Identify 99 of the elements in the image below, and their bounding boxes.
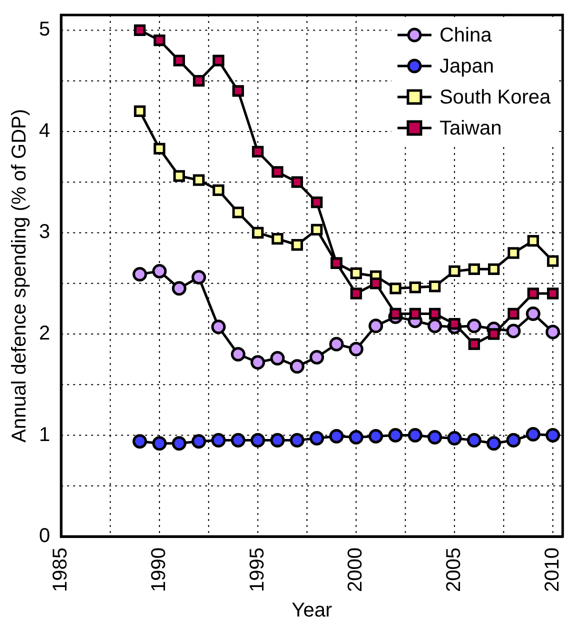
point [506, 433, 521, 448]
point [546, 288, 559, 300]
point [526, 306, 540, 321]
point [152, 264, 167, 278]
point [390, 282, 402, 294]
point [252, 146, 264, 158]
point [291, 239, 303, 251]
point [447, 431, 462, 446]
point [212, 184, 224, 196]
point [468, 338, 480, 350]
x-tick-label: 1985 [50, 548, 72, 592]
point [134, 105, 146, 118]
point [132, 434, 148, 449]
point [428, 430, 442, 445]
point [310, 431, 324, 446]
point [211, 433, 226, 448]
point [486, 436, 502, 451]
point [230, 433, 246, 448]
point [272, 166, 284, 178]
point [212, 54, 224, 66]
x-tick-label: 2000 [344, 548, 367, 592]
point [370, 278, 382, 290]
point [368, 429, 384, 444]
point [250, 355, 266, 370]
point [152, 436, 167, 451]
point [230, 346, 246, 362]
point [506, 324, 521, 338]
point [134, 24, 146, 36]
point [409, 282, 421, 294]
point [291, 176, 303, 188]
point [390, 308, 402, 320]
point [546, 255, 559, 267]
point [348, 342, 364, 356]
point [408, 428, 422, 442]
legend-label: China [439, 24, 493, 47]
legend-label: Taiwan [439, 118, 502, 140]
point [290, 359, 304, 374]
point [527, 288, 539, 300]
legend-label: South Korea [439, 86, 552, 109]
point [272, 232, 284, 245]
x-axis-title: Year [292, 600, 332, 622]
y-axis-title: Annual defence spending (% of GDP) [8, 108, 31, 443]
point [173, 54, 185, 66]
point [310, 350, 324, 365]
point [211, 320, 226, 334]
y-tick-label: 1 [39, 424, 50, 446]
point [508, 308, 520, 320]
point [290, 433, 304, 448]
y-tick-label: 4 [39, 120, 50, 142]
y-tick-label: 0 [39, 525, 50, 548]
point [252, 226, 264, 239]
point [546, 324, 560, 340]
point [428, 280, 441, 292]
y-tick-label: 3 [39, 221, 50, 244]
point [527, 234, 539, 247]
legend-label: Japan [439, 56, 494, 78]
point [310, 224, 323, 236]
point [192, 434, 206, 449]
point [448, 265, 460, 278]
point [428, 318, 442, 334]
point [526, 426, 540, 442]
point [192, 270, 206, 285]
point [154, 142, 166, 155]
point [232, 206, 244, 218]
y-tick-label: 5 [39, 18, 50, 41]
point [192, 74, 205, 87]
point [270, 351, 285, 366]
point [250, 433, 266, 448]
point [350, 288, 362, 300]
point [468, 263, 480, 276]
point [466, 433, 482, 448]
point [329, 336, 344, 352]
point [488, 263, 500, 276]
point [192, 174, 205, 186]
x-tick-label: 2005 [443, 548, 465, 592]
point [409, 308, 421, 320]
point [428, 308, 441, 320]
point [546, 428, 560, 442]
point [172, 436, 186, 451]
point [466, 318, 482, 334]
point [172, 281, 186, 296]
x-tick-label: 2010 [541, 548, 564, 592]
point [388, 428, 403, 442]
point [368, 318, 384, 334]
point [132, 266, 148, 282]
point [232, 85, 244, 97]
y-tick-label: 2 [39, 322, 50, 344]
point [270, 433, 285, 448]
point [448, 318, 460, 330]
x-tick-label: 1995 [246, 548, 268, 592]
point [350, 267, 362, 280]
point [329, 429, 344, 444]
point [348, 430, 364, 445]
x-tick-label: 1990 [148, 548, 170, 592]
point [508, 247, 520, 259]
point [310, 196, 323, 208]
point [488, 328, 500, 340]
point [154, 34, 166, 46]
point [173, 170, 185, 182]
